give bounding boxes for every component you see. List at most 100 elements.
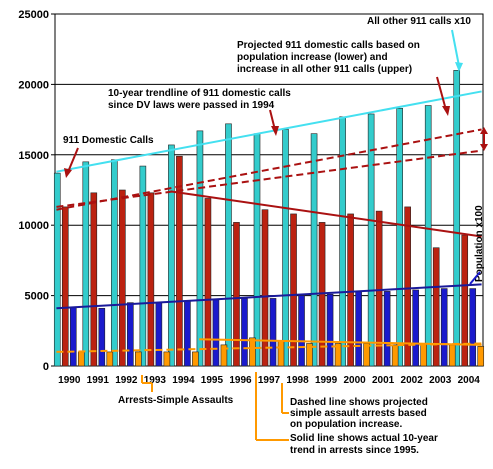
annotation-all-other: All other 911 calls x10 xyxy=(367,16,471,27)
bar-arrests-simple-assaults xyxy=(249,337,256,367)
bar-911-domestic-calls xyxy=(61,206,69,367)
y-tick-label: 20000 xyxy=(18,79,49,91)
bar-population-x100 xyxy=(184,300,191,367)
x-tick-label: 2000 xyxy=(343,375,366,386)
bar-population-x100 xyxy=(440,288,448,367)
annotation-projected: population increase (lower) and xyxy=(237,52,388,63)
bar-911-domestic-calls xyxy=(347,213,354,367)
bar-population-x100 xyxy=(298,295,305,367)
bar-arrests-simple-assaults xyxy=(448,344,456,367)
annotation-projected: increase in all other 911 calls (upper) xyxy=(237,64,412,75)
bar-arrests-simple-assaults xyxy=(363,343,370,367)
bar-911-domestic-calls xyxy=(233,222,240,367)
bar-all-other-911-calls-x10 xyxy=(282,129,289,367)
annotation-population: Population x100 xyxy=(474,205,485,282)
bar-911-domestic-calls xyxy=(290,213,297,367)
bar-population-x100 xyxy=(155,302,163,367)
x-tick-label: 2004 xyxy=(458,375,481,386)
bar-all-other-911-calls-x10 xyxy=(453,70,461,367)
bar-arrests-simple-assaults xyxy=(306,343,313,367)
bar-population-x100 xyxy=(241,298,248,367)
y-tick-label: 25000 xyxy=(18,9,49,21)
x-tick-label: 2003 xyxy=(429,375,452,386)
bar-all-other-911-calls-x10 xyxy=(53,172,61,367)
bars xyxy=(53,70,485,367)
y-tick-label: 15000 xyxy=(18,150,49,162)
bar-all-other-911-calls-x10 xyxy=(139,165,147,367)
x-tick-label: 1992 xyxy=(115,375,138,386)
bar-all-other-911-calls-x10 xyxy=(396,108,403,367)
annotation-domestic: 911 Domestic Calls xyxy=(63,135,154,146)
bar-arrests-simple-assaults xyxy=(334,343,342,367)
bar-all-other-911-calls-x10 xyxy=(367,113,375,367)
bar-911-domestic-calls xyxy=(461,234,469,367)
trendline-arrests-projected xyxy=(56,342,482,353)
bar-arrests-simple-assaults xyxy=(106,351,114,367)
bar-911-domestic-calls xyxy=(432,247,440,367)
y-tick-label: 0 xyxy=(43,361,49,373)
annotation-arrow xyxy=(67,147,79,173)
bar-all-other-911-calls-x10 xyxy=(82,161,90,367)
arrow-head-icon xyxy=(271,126,279,136)
bar-arrests-simple-assaults xyxy=(277,340,285,367)
bar-arrests-simple-assaults xyxy=(192,351,199,367)
bar-population-x100 xyxy=(412,289,419,367)
trendline-projected-lower xyxy=(56,149,482,208)
annotation-trendline: since DV laws were passed in 1994 xyxy=(108,100,275,111)
trendline-projected-upper xyxy=(56,128,482,211)
bar-911-domestic-calls xyxy=(176,155,183,367)
x-axis: 1990 1991 1992 1993 1994 1995 1996 1997 1998 1999… xyxy=(58,375,480,386)
annotation-arrow xyxy=(436,76,447,111)
bar-911-domestic-calls xyxy=(375,210,383,367)
annotation-dashed-note: on population increase. xyxy=(290,419,402,430)
annotation-dashed-note: Dashed line shows projected xyxy=(290,397,428,408)
bar-population-x100 xyxy=(383,291,391,367)
trendline-cyan-trend xyxy=(56,90,482,173)
y-tick-label: 5000 xyxy=(25,291,49,303)
bar-all-other-911-calls-x10 xyxy=(111,159,118,367)
x-tick-label: 1993 xyxy=(144,375,167,386)
trendlines xyxy=(56,90,482,353)
arrow-head-icon xyxy=(480,127,488,134)
bar-arrests-simple-assaults xyxy=(220,344,228,367)
annotation-solid-note: Solid line shows actual 10-year xyxy=(290,433,438,444)
bar-all-other-911-calls-x10 xyxy=(168,144,175,367)
bar-arrests-simple-assaults xyxy=(163,351,171,367)
annotation-arrow xyxy=(469,271,481,285)
annotation-trendline: 10-year trendline of 911 domestic calls xyxy=(108,88,291,99)
annotation-dashed-note: simple assault arrests based xyxy=(290,408,427,419)
y-axis: 0 5000 10000 15000 20000 25000 xyxy=(18,9,55,373)
bar-arrests-simple-assaults xyxy=(391,344,399,367)
x-tick-label: 1995 xyxy=(201,375,224,386)
trendline-arrests-actual xyxy=(199,338,482,346)
bar-all-other-911-calls-x10 xyxy=(225,123,232,367)
annotations: All other 911 calls x10 Projected 911 dom… xyxy=(63,16,488,456)
x-tick-label: 1999 xyxy=(315,375,338,386)
bar-population-x100 xyxy=(98,307,106,367)
bar-population-x100 xyxy=(269,298,277,367)
annotation-arrow xyxy=(451,29,460,67)
bar-population-x100 xyxy=(469,288,477,367)
x-tick-label: 2001 xyxy=(372,375,395,386)
plot-area xyxy=(54,13,484,367)
bar-arrests-simple-assaults xyxy=(477,345,485,367)
annotation-projected: Projected 911 domestic calls based on xyxy=(237,40,420,51)
x-tick-label: 1996 xyxy=(229,375,252,386)
bar-population-x100 xyxy=(69,306,77,367)
bar-population-x100 xyxy=(127,302,134,367)
trendline-population-trend xyxy=(56,283,482,310)
x-tick-label: 2002 xyxy=(401,375,424,386)
bar-911-domestic-calls xyxy=(261,209,269,367)
bar-arrests-simple-assaults xyxy=(77,351,85,367)
bar-911-domestic-calls xyxy=(119,189,126,367)
y-tick-label: 10000 xyxy=(18,220,49,232)
arrow-head-icon xyxy=(442,106,450,116)
x-tick-label: 1991 xyxy=(87,375,110,386)
bar-911-domestic-calls xyxy=(147,192,155,367)
bar-arrests-simple-assaults xyxy=(135,351,142,367)
annotation-solid-note: trend in arrests since 1995. xyxy=(290,445,419,456)
bar-all-other-911-calls-x10 xyxy=(339,116,346,367)
x-tick-label: 1990 xyxy=(58,375,81,386)
x-tick-label: 1998 xyxy=(286,375,309,386)
